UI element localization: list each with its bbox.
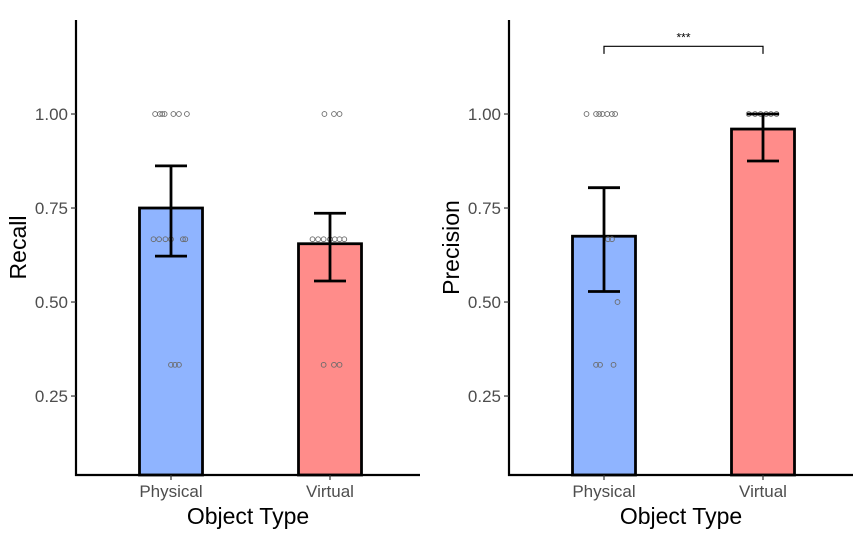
- data-point: [583, 111, 590, 117]
- data-point: [152, 111, 158, 117]
- data-point: [162, 236, 169, 243]
- data-point: [320, 361, 327, 368]
- data-point: [336, 361, 343, 368]
- data-point: [156, 236, 162, 243]
- data-point: [336, 236, 343, 243]
- x-tick-label: Physical: [139, 482, 202, 501]
- y-tick-label: 1.00: [468, 105, 501, 124]
- data-point: [309, 236, 316, 243]
- data-point: [182, 236, 189, 243]
- y-tick-label: 1.00: [35, 105, 68, 124]
- data-point: [321, 111, 328, 117]
- data-point: [176, 111, 182, 117]
- data-point: [176, 361, 182, 368]
- recall-chart-panel: 0.25 0.50 0.75 1.00 Physical Virtual Object Ty…: [5, 20, 420, 529]
- x-tick-label: Physical: [572, 482, 635, 501]
- data-point: [336, 111, 343, 117]
- significance-label: ***: [676, 30, 690, 44]
- x-axis-title: Object Type: [187, 503, 309, 529]
- data-point: [609, 111, 615, 117]
- y-tick-label: 0.25: [35, 387, 68, 406]
- y-tick-label: 0.25: [468, 387, 501, 406]
- data-point: [170, 111, 177, 117]
- data-point: [604, 111, 611, 117]
- y-tick-label: 0.50: [35, 293, 68, 312]
- data-point: [159, 111, 166, 117]
- data-point: [596, 111, 603, 117]
- y-tick-label: 0.75: [35, 199, 68, 218]
- data-point: [341, 236, 348, 243]
- data-point: [320, 236, 327, 243]
- data-point: [614, 299, 621, 305]
- y-axis-title: Recall: [5, 216, 31, 280]
- data-point: [184, 111, 190, 117]
- bar-virtual: [730, 127, 796, 477]
- x-tick-label: Virtual: [306, 482, 354, 501]
- y-axis-title: Precision: [438, 200, 464, 295]
- data-point: [610, 361, 617, 368]
- data-point: [172, 361, 178, 368]
- data-point: [315, 236, 321, 243]
- precision-chart-panel: 0.25 0.50 0.75 1.00 Physical Virtual Object Ty…: [438, 20, 853, 529]
- data-point: [331, 361, 337, 368]
- data-point: [161, 111, 168, 117]
- data-point: [599, 111, 606, 117]
- y-tick-label: 0.50: [468, 293, 501, 312]
- data-point: [609, 236, 615, 243]
- data-point: [331, 236, 338, 243]
- data-point: [593, 361, 599, 368]
- data-point: [331, 111, 337, 117]
- data-point: [180, 236, 186, 243]
- significance-bracket: [603, 45, 764, 54]
- data-point: [597, 361, 603, 368]
- data-point: [612, 111, 618, 117]
- x-axis-title: Object Type: [620, 503, 742, 529]
- data-point: [605, 236, 611, 243]
- data-point: [593, 111, 599, 117]
- data-point: [150, 236, 157, 243]
- data-point: [168, 361, 174, 368]
- y-tick-label: 0.75: [468, 199, 501, 218]
- x-tick-label: Virtual: [739, 482, 787, 501]
